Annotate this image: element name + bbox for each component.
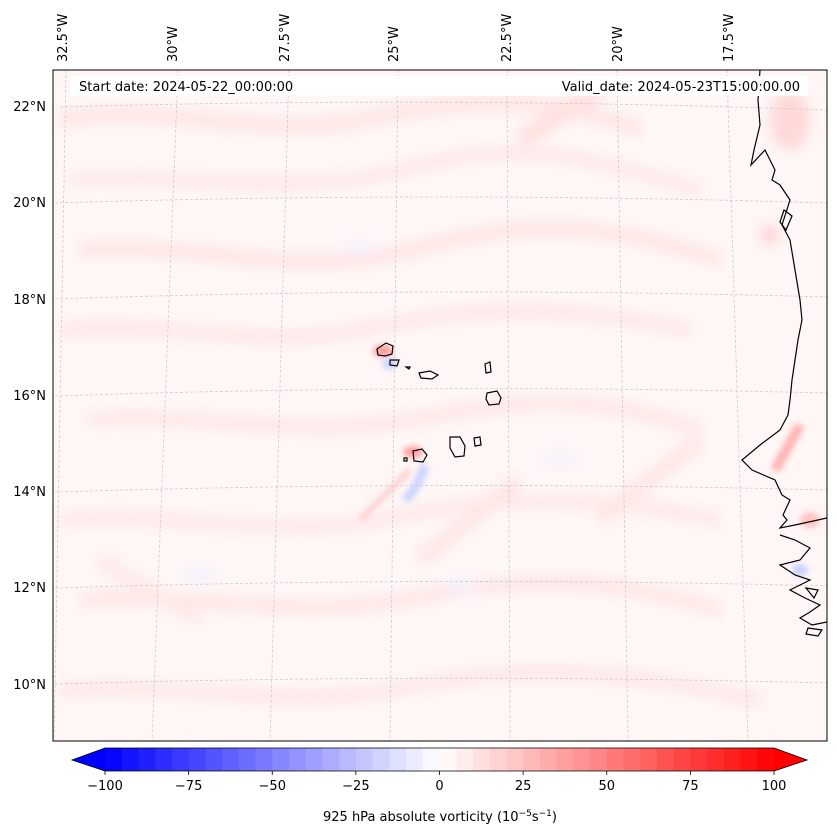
colorbar-cell <box>305 748 324 771</box>
colorbar-cell <box>573 748 591 771</box>
map-background <box>53 70 827 741</box>
colorbar-cell <box>757 748 775 771</box>
lon-label: 30°W <box>166 26 181 62</box>
lon-label: 25°W <box>387 26 402 62</box>
colorbar-label-text: 925 hPa absolute vorticity (10 <box>323 810 519 825</box>
colorbar-cell <box>723 748 742 771</box>
cape-verde-islands <box>376 342 502 463</box>
colorbar: −100 −75 −50 −25 0 25 50 75 100 925 hPa absolute… <box>70 747 809 825</box>
lon-label: 22.5°W <box>500 14 515 62</box>
latitude-labels: 22°N 20°N 18°N 16°N 14°N 12°N 10°N <box>13 100 46 693</box>
colorbar-tick-label: −50 <box>259 779 286 794</box>
colorbar-max-extend <box>774 748 807 771</box>
colorbar-ticks: −100 −75 −50 −25 0 25 50 75 100 <box>87 771 786 794</box>
colorbar-cell <box>406 748 424 771</box>
colorbar-label-mid: s <box>532 810 539 825</box>
lat-label: 22°N <box>13 100 46 115</box>
longitude-labels: 32.5°W 30°W 27.5°W 25°W 22.5°W 20°W 17.5… <box>56 14 737 62</box>
colorbar-label-end: ) <box>552 810 557 825</box>
colorbar-cell <box>623 748 641 771</box>
colorbar-tick-label: −25 <box>342 779 369 794</box>
colorbar-cell <box>188 748 206 771</box>
colorbar-cell <box>372 748 390 771</box>
colorbar-cell <box>339 748 357 771</box>
colorbar-tick-label: 75 <box>682 779 699 794</box>
colorbar-cells <box>105 748 775 771</box>
colorbar-cell <box>389 748 407 771</box>
colorbar-cell <box>205 748 223 771</box>
colorbar-cell <box>238 748 257 771</box>
colorbar-cell <box>138 748 156 771</box>
lat-label: 18°N <box>13 293 46 308</box>
valid-date-label: Valid_date: 2024-05-23T15:00:00.00 <box>562 80 800 95</box>
colorbar-cell <box>422 748 441 771</box>
colorbar-min-extend <box>72 748 105 771</box>
colorbar-cell <box>171 748 190 771</box>
header-box <box>70 76 808 96</box>
colorbar-cell <box>606 748 625 771</box>
lon-label: 20°W <box>611 26 626 62</box>
map-panel: Start date: 2024-05-22_00:00:00 Valid_da… <box>52 69 828 742</box>
colorbar-cell <box>556 748 574 771</box>
colorbar-cell <box>707 748 725 771</box>
colorbar-cell <box>640 748 658 771</box>
lon-label: 32.5°W <box>56 14 71 62</box>
lon-label: 27.5°W <box>278 14 293 62</box>
lat-label: 16°N <box>13 389 46 404</box>
colorbar-cell <box>322 748 340 771</box>
start-date-label: Start date: 2024-05-22_00:00:00 <box>79 80 293 95</box>
colorbar-cell <box>656 748 675 771</box>
lat-label: 20°N <box>13 196 46 211</box>
colorbar-cell <box>288 748 307 771</box>
vorticity-field <box>53 70 827 741</box>
colorbar-cell <box>155 748 173 771</box>
colorbar-cell <box>673 748 691 771</box>
colorbar-cell <box>255 748 273 771</box>
colorbar-cell <box>506 748 524 771</box>
colorbar-cell <box>439 748 457 771</box>
colorbar-cell <box>523 748 541 771</box>
colorbar-cell <box>222 748 240 771</box>
lat-label: 10°N <box>13 678 46 693</box>
map-frame <box>52 69 828 742</box>
colorbar-cell <box>456 748 474 771</box>
colorbar-label: 925 hPa absolute vorticity (10−5s−1) <box>323 809 557 825</box>
colorbar-tick-label: −75 <box>175 779 202 794</box>
colorbar-cell <box>472 748 491 771</box>
colorbar-cell <box>105 748 123 771</box>
lon-label: 17.5°W <box>722 14 737 62</box>
colorbar-cell <box>740 748 758 771</box>
colorbar-tick-label: 25 <box>515 779 532 794</box>
colorbar-cell <box>539 748 558 771</box>
colorbar-cell <box>590 748 608 771</box>
colorbar-cell <box>690 748 708 771</box>
colorbar-cell <box>489 748 508 771</box>
colorbar-cell <box>355 748 374 771</box>
colorbar-label-exp2: −1 <box>539 809 552 819</box>
lat-label: 14°N <box>13 485 46 500</box>
colorbar-tick-label: 0 <box>435 779 443 794</box>
lat-label: 12°N <box>13 581 46 596</box>
colorbar-cell <box>272 748 290 771</box>
colorbar-tick-label: 50 <box>598 779 615 794</box>
colorbar-cell <box>121 748 140 771</box>
coastline <box>741 70 827 637</box>
colorbar-tick-label: −100 <box>87 779 123 794</box>
colorbar-tick-label: 100 <box>762 779 787 794</box>
colorbar-label-exp1: −5 <box>519 809 532 819</box>
gridlines <box>53 70 827 741</box>
